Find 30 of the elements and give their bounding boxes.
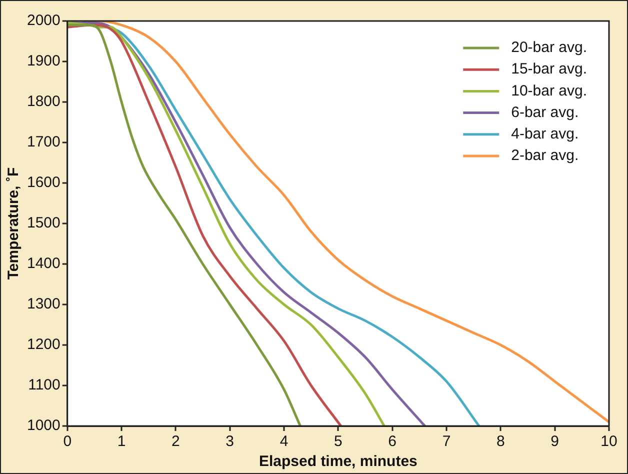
y-tick-label: 2000 <box>26 12 60 30</box>
legend-label: 6-bar avg. <box>511 104 579 121</box>
x-tick-label: 6 <box>388 433 397 450</box>
legend-label: 20-bar avg. <box>511 39 588 56</box>
y-axis-title: Temperature, ˚F <box>5 167 22 280</box>
y-tick-label: 1700 <box>26 134 60 151</box>
x-tick-label: 9 <box>550 433 560 450</box>
x-tick-label: 7 <box>442 433 451 450</box>
y-tick-label: 1000 <box>26 417 60 434</box>
legend-label: 10-bar avg. <box>511 82 588 100</box>
x-tick-label: 0 <box>63 433 72 450</box>
y-tick-label: 1400 <box>26 255 60 272</box>
y-tick-label: 1100 <box>28 376 60 394</box>
x-tick-label: 2 <box>172 433 180 450</box>
x-tick-label: 10 <box>600 433 618 450</box>
x-tick-label: 4 <box>280 433 288 450</box>
legend-label: 4-bar avg. <box>511 126 579 143</box>
x-tick-label: 1 <box>117 433 126 450</box>
y-tick-label: 1600 <box>26 174 60 192</box>
y-tick-label: 1900 <box>26 52 60 70</box>
x-tick-label: 5 <box>334 433 342 450</box>
y-tick-label: 1500 <box>26 214 60 232</box>
y-tick-label: 1800 <box>26 93 60 110</box>
legend-label: 15-bar avg. <box>511 60 588 78</box>
y-tick-label: 1200 <box>26 336 60 354</box>
y-tick-label: 1300 <box>26 296 60 313</box>
x-axis-title: Elapsed time, minutes <box>258 453 418 470</box>
x-tick-label: 8 <box>496 433 505 450</box>
legend-label: 2-bar avg. <box>511 147 579 164</box>
x-tick-label: 3 <box>226 433 234 450</box>
